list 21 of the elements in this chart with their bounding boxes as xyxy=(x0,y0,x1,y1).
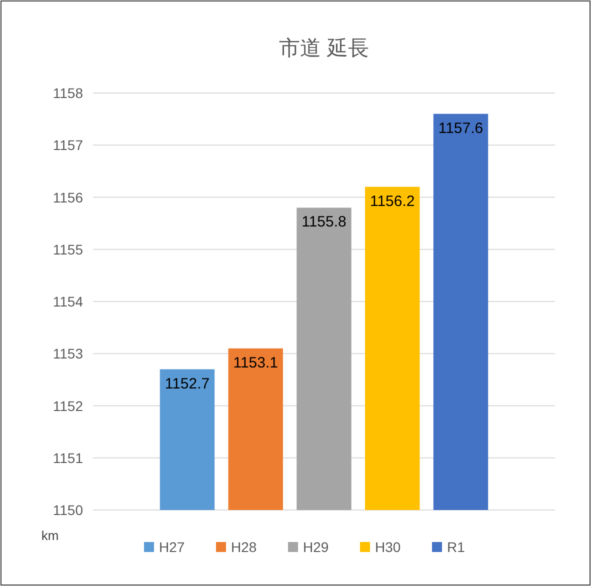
y-tick-label: 1157 xyxy=(52,137,84,154)
legend-label: H29 xyxy=(303,539,329,555)
y-tick-label: 1158 xyxy=(52,85,84,101)
data-label: 1157.6 xyxy=(438,120,484,137)
y-tick-label: 1151 xyxy=(52,450,84,466)
chart-title: 市道 延長 xyxy=(279,37,369,60)
y-tick-label: 1156 xyxy=(52,189,84,206)
y-tick-label: 1154 xyxy=(52,294,84,310)
y-tick-label: 1155 xyxy=(52,241,84,258)
data-label: 1153.1 xyxy=(233,354,278,372)
y-axis-title: km xyxy=(41,528,59,543)
legend-label: H28 xyxy=(231,539,257,555)
y-tick-label: 1152 xyxy=(52,398,84,414)
data-label: 1155.8 xyxy=(302,214,346,231)
legend-label: H27 xyxy=(159,539,185,555)
data-label: 1152.7 xyxy=(164,375,210,392)
y-tick-label: 1153 xyxy=(52,346,84,362)
legend-label: H30 xyxy=(375,539,401,555)
legend-label: R1 xyxy=(447,539,466,555)
data-label: 1156.2 xyxy=(370,192,415,210)
y-tick-label: 1150 xyxy=(52,502,84,518)
